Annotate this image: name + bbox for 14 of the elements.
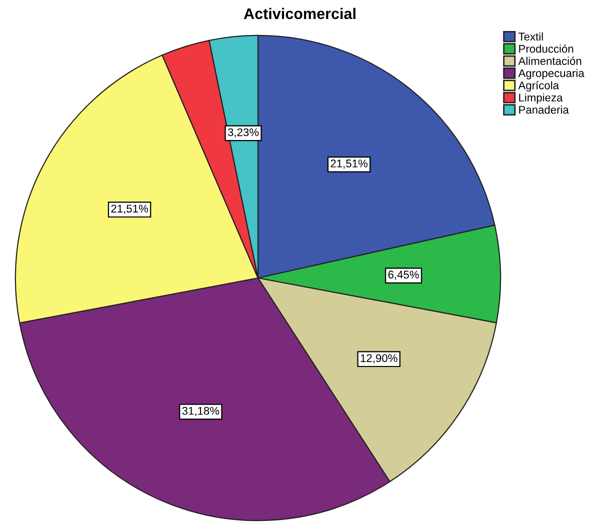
data-label: 6,45% [388, 270, 419, 280]
legend-label: Agrícola [518, 81, 560, 92]
data-label: 3,23% [228, 128, 259, 138]
legend-label: Textil [518, 32, 543, 41]
legend-label: Alimentación [518, 56, 582, 65]
legend-label: Producción [519, 44, 574, 53]
data-label: 21,51% [330, 160, 368, 169]
data-label: 31,18% [182, 406, 220, 416]
legend-label: Agropecuaria [518, 68, 584, 80]
data-label: 12,90% [360, 354, 398, 364]
chart-title: Activicomercial [244, 8, 356, 20]
legend-label: Limpieza [519, 93, 563, 104]
data-label: 21,51% [111, 204, 148, 214]
legend-label: Panaderia [519, 106, 569, 114]
